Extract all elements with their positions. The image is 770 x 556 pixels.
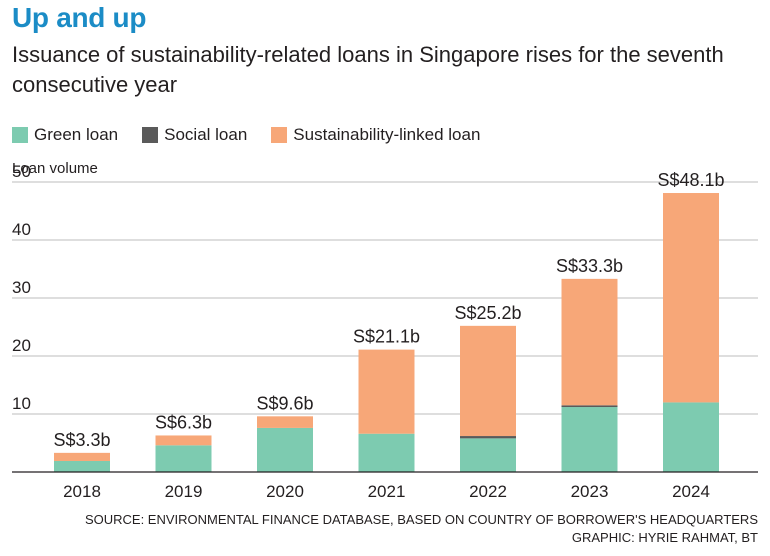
legend-label-sustainability-linked-loan: Sustainability-linked loan bbox=[293, 125, 481, 144]
x-tick-label-2020: 2020 bbox=[266, 482, 304, 501]
bar-2021-sustainability-linked-loan bbox=[358, 349, 415, 434]
y-tick-label-50: 50 bbox=[12, 162, 31, 181]
y-axis-label: Loan volume bbox=[12, 160, 98, 177]
bar-2018-sustainability-linked-loan bbox=[54, 452, 110, 461]
total-label-2022: S$25.2b bbox=[454, 303, 521, 323]
total-label-2020: S$9.6b bbox=[256, 393, 313, 413]
y-tick-label-40: 40 bbox=[12, 220, 31, 239]
y-tick-label-30: 30 bbox=[12, 278, 31, 297]
chart-subtitle: Issuance of sustainability-related loans… bbox=[12, 42, 724, 97]
y-tick-label-10: 10 bbox=[12, 394, 31, 413]
x-tick-label-2018: 2018 bbox=[63, 482, 101, 501]
bar-2019-sustainability-linked-loan bbox=[155, 435, 212, 446]
bar-2023-green-loan bbox=[561, 407, 618, 472]
legend-label-green-loan: Green loan bbox=[34, 125, 119, 144]
total-label-2019: S$6.3b bbox=[155, 412, 212, 432]
bar-2020-sustainability-linked-loan bbox=[257, 416, 313, 428]
total-label-2023: S$33.3b bbox=[556, 256, 623, 276]
bar-2024-sustainability-linked-loan bbox=[663, 193, 719, 403]
bar-2023-sustainability-linked-loan bbox=[561, 278, 618, 406]
legend-swatch-green-loan bbox=[12, 127, 28, 143]
legend-item-sustainability-linked-loan: Sustainability-linked loan bbox=[271, 125, 480, 145]
legend-swatch-social-loan bbox=[142, 127, 159, 143]
footer: SOURCE: ENVIRONMENTAL FINANCE DATABASE, … bbox=[85, 511, 758, 547]
bars bbox=[54, 193, 719, 472]
total-label-2024: S$48.1b bbox=[657, 170, 724, 190]
legend-label-social-loan: Social loan bbox=[164, 125, 248, 144]
bar-2023-social-loan bbox=[561, 405, 618, 408]
bar-chart: Loan volume S$3.3b S$6.3b S$9.6b S$21.1b S$2… bbox=[12, 160, 758, 501]
bar-2024-green-loan bbox=[663, 402, 719, 472]
bar-2018-green-loan bbox=[54, 460, 110, 472]
legend-swatch-sustainability-linked-loan bbox=[271, 127, 288, 143]
y-tick-label-20: 20 bbox=[12, 336, 31, 355]
total-label-2021: S$21.1b bbox=[353, 327, 420, 347]
legend-item-green-loan: Green loan bbox=[12, 125, 118, 145]
bar-2022-sustainability-linked-loan bbox=[460, 325, 516, 437]
bar-2021-green-loan bbox=[358, 433, 415, 472]
legend-item-social-loan: Social loan bbox=[142, 125, 247, 145]
axes: 10 20 30 40 50 2018 2019 2020 2021 2022 2023 2024 bbox=[12, 162, 758, 501]
x-tick-label-2022: 2022 bbox=[469, 482, 507, 501]
chart-title: Up and up bbox=[12, 2, 147, 33]
legend: Green loan Social loan Sustainability-li… bbox=[12, 125, 504, 145]
x-tick-label-2019: 2019 bbox=[165, 482, 203, 501]
bar-2020-green-loan bbox=[257, 427, 313, 472]
source-note: SOURCE: ENVIRONMENTAL FINANCE DATABASE, … bbox=[84, 512, 758, 527]
bar-2019-green-loan bbox=[155, 445, 212, 472]
total-label-2018: S$3.3b bbox=[53, 430, 110, 450]
graphic-credit: GRAPHIC: HYRIE RAHMAT, BT bbox=[571, 530, 758, 545]
x-tick-label-2023: 2023 bbox=[571, 482, 609, 501]
bar-2022-social-loan bbox=[460, 436, 516, 439]
data-labels: S$3.3b S$6.3b S$9.6b S$21.1b S$25.2b S$33.3b S… bbox=[53, 170, 724, 450]
x-tick-label-2021: 2021 bbox=[368, 482, 406, 501]
x-tick-label-2024: 2024 bbox=[672, 482, 710, 501]
bar-2022-green-loan bbox=[460, 438, 516, 472]
